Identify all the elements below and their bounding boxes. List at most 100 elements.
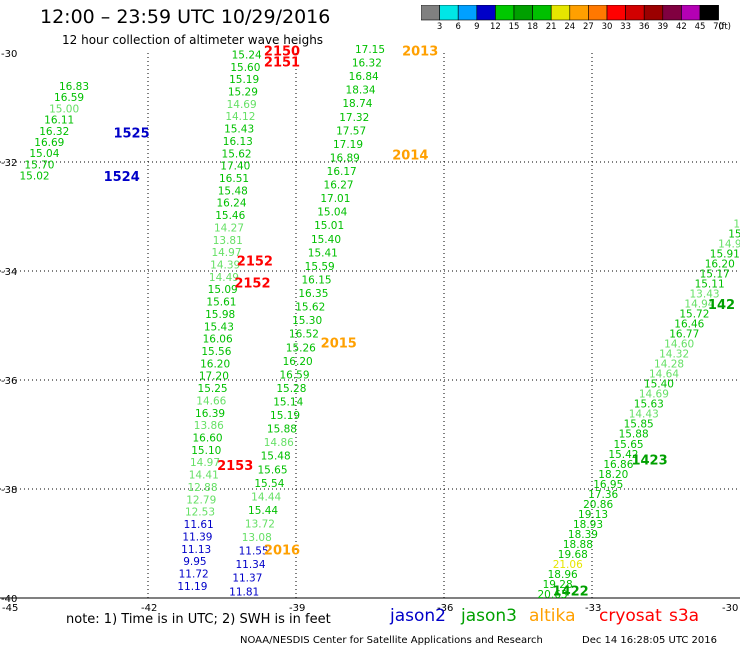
scale-label: 3 [436, 22, 443, 32]
wave-height-value: 15.85 [624, 419, 654, 431]
wave-height-value: 14.39 [210, 260, 240, 272]
scale-label: 33 [620, 22, 632, 32]
scale-label: 45 [694, 22, 706, 32]
wave-height-value: 15.40 [311, 234, 341, 246]
wave-height-value: 15.63 [634, 399, 664, 411]
wave-height-value: 15.62 [222, 148, 252, 160]
scale-label: 12 [489, 22, 501, 32]
wave-height-value: 16.89 [330, 152, 360, 164]
wave-height-value: 13.08 [242, 532, 272, 544]
wave-height-value: 15.61 [206, 297, 236, 309]
wave-height-value: 16.46 [674, 319, 704, 331]
wave-height-value: 17.01 [320, 193, 350, 205]
wave-height-value: 12.88 [187, 482, 217, 494]
wave-height-value: 15.02 [20, 170, 50, 182]
scale-swatch [699, 5, 719, 21]
wave-height-value: 15.46 [215, 210, 245, 222]
wave-height-value: 15 [728, 228, 740, 240]
scale-label: 9 [474, 22, 480, 32]
track-time-label: 2152 [237, 255, 273, 270]
wave-height-value: 15.09 [208, 284, 238, 296]
wave-height-value: 11.55 [239, 546, 269, 558]
wave-height-value: 15.30 [292, 315, 322, 327]
wave-height-value: 17.15 [355, 44, 385, 56]
scale-label: 70 [713, 22, 725, 32]
track-time-label: 2013 [402, 45, 438, 60]
wave-height-value: 15.42 [608, 449, 638, 461]
wave-height-value: 15.17 [700, 268, 730, 280]
wave-height-value: 15.04 [317, 207, 347, 219]
wave-height-value: 18.39 [568, 529, 598, 541]
wave-height-value: 14.69 [639, 389, 669, 401]
wave-height-value: 19.13 [578, 509, 608, 521]
y-tick-label: -34 [1, 267, 17, 278]
wave-height-value: 19.28 [543, 579, 573, 591]
wave-height-value: 15.72 [679, 309, 709, 321]
wave-height-value: 14.44 [251, 491, 281, 503]
wave-height-value: 16.15 [302, 274, 332, 286]
wave-height-value: 16.20 [283, 356, 313, 368]
legend-altika: altika [529, 606, 576, 626]
wave-height-value: 16.35 [298, 288, 328, 300]
footer-timestamp: Dec 14 16:28:05 UTC 2016 [582, 635, 717, 646]
wave-height-value: 14.97 [190, 457, 220, 469]
track-time-label: 2151 [264, 56, 300, 71]
wave-height-value: 14.66 [196, 395, 226, 407]
footer-credit: NOAA/NESDIS Center for Satellite Applica… [240, 635, 543, 646]
wave-height-value: 16.13 [223, 136, 253, 148]
y-tick-label: -40 [1, 594, 17, 605]
wave-height-value: 15.56 [201, 346, 231, 358]
wave-height-value: 16.52 [289, 329, 319, 341]
wave-height-value: 14.41 [189, 470, 219, 482]
wave-height-value: 14.32 [659, 349, 689, 361]
wave-height-value: 21.06 [553, 559, 583, 571]
wave-height-value: 14.49 [209, 272, 239, 284]
wave-height-value: 14.97 [211, 247, 241, 259]
track-time-label: 2152 [234, 276, 270, 291]
wave-height-value: 15.70 [24, 159, 54, 171]
wave-height-value: 16.24 [216, 198, 246, 210]
wave-height-value: 13.86 [194, 420, 224, 432]
wave-height-value: 15.01 [314, 220, 344, 232]
wave-height-value: 16.77 [669, 329, 699, 341]
wave-height-value: 16.83 [59, 81, 89, 93]
track-time-label: 2016 [264, 543, 300, 558]
wave-height-value: 17.40 [220, 161, 250, 173]
wave-height-value: 16.51 [219, 173, 249, 185]
wave-height-value: 11.39 [182, 531, 212, 543]
wave-height-value: 14.64 [649, 369, 679, 381]
wave-height-value: 16.59 [279, 369, 309, 381]
y-tick-label: -30 [1, 49, 17, 60]
wave-height-value: 18.34 [346, 85, 376, 97]
scale-label: 6 [455, 22, 461, 32]
wave-height-value: 14.69 [227, 99, 257, 111]
scale-label: 21 [545, 22, 557, 32]
wave-height-value: 16.20 [200, 358, 230, 370]
wave-height-value: 13.43 [690, 289, 720, 301]
scale-label: (ft) [718, 22, 731, 32]
wave-height-value: 14.94 [684, 299, 714, 311]
x-tick-label: -33 [585, 603, 601, 614]
wave-height-value: 16.32 [352, 58, 382, 70]
track-time-label: 142 [708, 298, 735, 313]
wave-height-value: 15.41 [308, 247, 338, 259]
wave-height-value: 11.19 [177, 581, 207, 593]
wave-height-value: 15.26 [286, 342, 316, 354]
wave-height-value: 15.48 [218, 185, 248, 197]
wave-height-value: 14.60 [664, 339, 694, 351]
wave-height-value: 12.53 [185, 507, 215, 519]
y-tick-label: -36 [1, 376, 17, 387]
wave-height-value: 11.61 [184, 519, 214, 531]
wave-height-value: 11.34 [235, 559, 265, 571]
wave-height-value: 18.20 [598, 469, 628, 481]
y-tick-label: -32 [1, 158, 17, 169]
track-time-label: 1524 [104, 170, 140, 185]
scale-label: 27 [582, 22, 594, 32]
wave-height-value: 15.28 [276, 383, 306, 395]
wave-height-value: 15.98 [205, 309, 235, 321]
wave-height-value: 15.19 [270, 410, 300, 422]
wave-height-value: 15.62 [295, 302, 325, 314]
wave-height-value: 16.84 [349, 71, 379, 83]
wave-height-value: 16.06 [203, 334, 233, 346]
wave-height-value: 18.74 [342, 98, 372, 110]
